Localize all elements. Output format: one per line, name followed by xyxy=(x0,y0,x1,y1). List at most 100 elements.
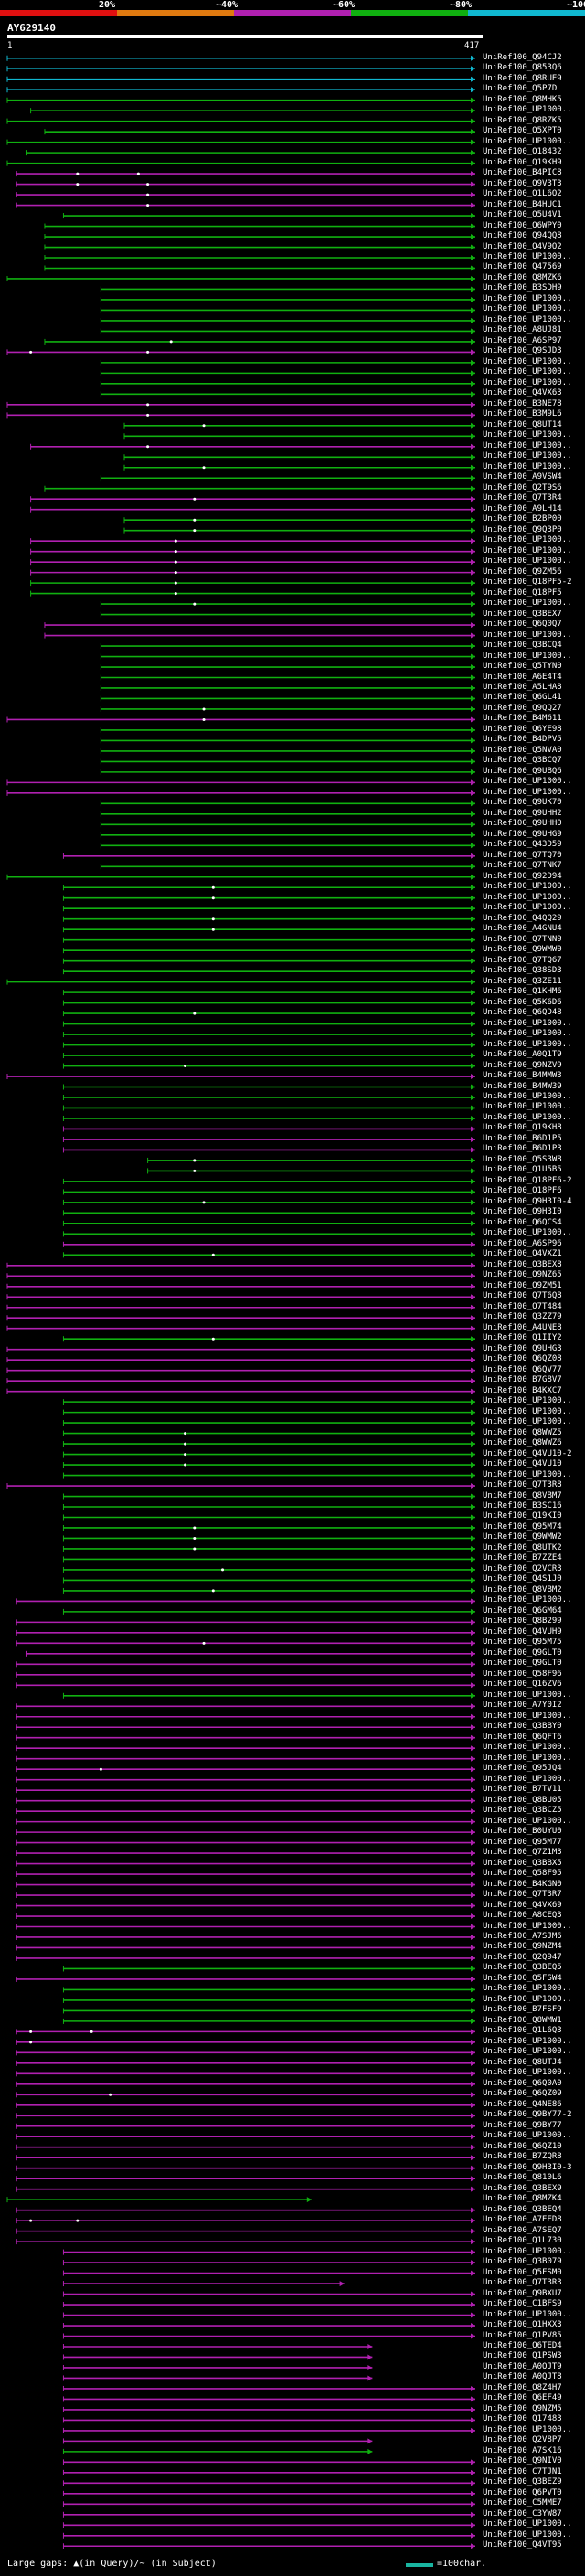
hit-label[interactable]: UniRef100_Q7T3R4 xyxy=(483,493,562,504)
hit-label[interactable]: UniRef100_Q5FSM0 xyxy=(483,2267,562,2277)
hit-label[interactable]: UniRef100_UP1000.. xyxy=(483,1396,572,1406)
hit-label[interactable]: UniRef100_Q9BY77 xyxy=(483,2120,562,2130)
hit-label[interactable]: UniRef100_B7FSF9 xyxy=(483,2005,562,2015)
hit-label[interactable]: UniRef100_Q3B079 xyxy=(483,2257,562,2267)
hit-label[interactable]: UniRef100_Q6EF49 xyxy=(483,2393,562,2403)
hit-label[interactable]: UniRef100_B4MW39 xyxy=(483,1081,562,1091)
hit-label[interactable]: UniRef100_Q4VU10-2 xyxy=(483,1448,572,1458)
hit-label[interactable]: UniRef100_A0QJT9 xyxy=(483,2361,562,2371)
hit-label[interactable]: UniRef100_Q4VX69 xyxy=(483,1900,562,1910)
hit-label[interactable]: UniRef100_Q2Q947 xyxy=(483,1952,562,1962)
hit-label[interactable]: UniRef100_Q7T3R8 xyxy=(483,1480,562,1490)
hit-label[interactable]: UniRef100_Q6WPY0 xyxy=(483,220,562,230)
hit-label[interactable]: UniRef100_Q9NZM4 xyxy=(483,1942,562,1952)
hit-label[interactable]: UniRef100_Q6QD48 xyxy=(483,1008,562,1018)
hit-label[interactable]: UniRef100_Q1U5B5 xyxy=(483,1165,562,1175)
hit-label[interactable]: UniRef100_Q18PF5 xyxy=(483,588,562,598)
hit-label[interactable]: UniRef100_A9LH14 xyxy=(483,504,562,514)
hit-label[interactable]: UniRef100_A6SP97 xyxy=(483,335,562,345)
hit-label[interactable]: UniRef100_Q7T484 xyxy=(483,1301,562,1311)
hit-label[interactable]: UniRef100_UP1000.. xyxy=(483,314,572,324)
hit-label[interactable]: UniRef100_Q8RZK5 xyxy=(483,115,562,125)
hit-label[interactable]: UniRef100_Q95M75 xyxy=(483,1638,562,1648)
hit-label[interactable]: UniRef100_Q9QQ27 xyxy=(483,703,562,713)
hit-label[interactable]: UniRef100_Q9GLT0 xyxy=(483,1648,562,1658)
hit-label[interactable]: UniRef100_Q18432 xyxy=(483,147,562,157)
hit-label[interactable]: UniRef100_Q1L6Q3 xyxy=(483,2026,562,2036)
hit-label[interactable]: UniRef100_UP1000.. xyxy=(483,546,572,556)
hit-label[interactable]: UniRef100_UP1000.. xyxy=(483,1816,572,1826)
hit-label[interactable]: UniRef100_Q8BU05 xyxy=(483,1795,562,1805)
hit-label[interactable]: UniRef100_UP1000.. xyxy=(483,1753,572,1763)
hit-label[interactable]: UniRef100_Q9H3I0-4 xyxy=(483,1196,572,1206)
hit-label[interactable]: UniRef100_C7TJN1 xyxy=(483,2466,562,2476)
hit-label[interactable]: UniRef100_B4HUC1 xyxy=(483,199,562,209)
hit-label[interactable]: UniRef100_B7ZZE4 xyxy=(483,1553,562,1564)
hit-label[interactable]: UniRef100_Q3BEX9 xyxy=(483,2183,562,2193)
hit-label[interactable]: UniRef100_Q7TNK7 xyxy=(483,861,562,871)
hit-label[interactable]: UniRef100_A7SK16 xyxy=(483,2445,562,2455)
hit-label[interactable]: UniRef100_Q8RUE9 xyxy=(483,73,562,83)
hit-label[interactable]: UniRef100_UP1000.. xyxy=(483,1774,572,1784)
hit-label[interactable]: UniRef100_Q7TNN9 xyxy=(483,934,562,944)
hit-label[interactable]: UniRef100_Q95M74 xyxy=(483,1521,562,1532)
hit-label[interactable]: UniRef100_UP1000.. xyxy=(483,2068,572,2078)
hit-label[interactable]: UniRef100_Q8Z4H7 xyxy=(483,2382,562,2392)
hit-label[interactable]: UniRef100_A7Y0I2 xyxy=(483,1701,562,1711)
hit-label[interactable]: UniRef100_Q8MZK6 xyxy=(483,272,562,282)
hit-label[interactable]: UniRef100_A4UNE8 xyxy=(483,1322,562,1332)
hit-label[interactable]: UniRef100_UP1000.. xyxy=(483,892,572,902)
hit-label[interactable]: UniRef100_B7TV11 xyxy=(483,1785,562,1795)
hit-label[interactable]: UniRef100_Q95M77 xyxy=(483,1837,562,1847)
hit-label[interactable]: UniRef100_Q3BCZ5 xyxy=(483,1806,562,1816)
hit-label[interactable]: UniRef100_Q9V3T3 xyxy=(483,178,562,188)
hit-label[interactable]: UniRef100_B7ZQR8 xyxy=(483,2152,562,2162)
hit-label[interactable]: UniRef100_Q6Q0Q7 xyxy=(483,620,562,630)
hit-label[interactable]: UniRef100_Q6QV77 xyxy=(483,1364,562,1374)
hit-label[interactable]: UniRef100_Q6QZ08 xyxy=(483,1354,562,1364)
hit-label[interactable]: UniRef100_A8CEQ3 xyxy=(483,1911,562,1920)
hit-label[interactable]: UniRef100_B3NE78 xyxy=(483,398,562,408)
hit-label[interactable]: UniRef100_Q3BEQ5 xyxy=(483,1963,562,1973)
hit-label[interactable]: UniRef100_B4DPV5 xyxy=(483,735,562,745)
hit-label[interactable]: UniRef100_Q18PF6-2 xyxy=(483,1175,572,1185)
hit-label[interactable]: UniRef100_Q6TED4 xyxy=(483,2340,562,2350)
hit-label[interactable]: UniRef100_UP1000.. xyxy=(483,2036,572,2046)
hit-label[interactable]: UniRef100_UP1000.. xyxy=(483,2047,572,2057)
hit-label[interactable]: UniRef100_Q3BEQ4 xyxy=(483,2204,562,2214)
hit-label[interactable]: UniRef100_A0QJT8 xyxy=(483,2372,562,2382)
hit-label[interactable]: UniRef100_UP1000.. xyxy=(483,903,572,913)
hit-label[interactable]: UniRef100_UP1000.. xyxy=(483,1984,572,1994)
hit-label[interactable]: UniRef100_UP1000.. xyxy=(483,430,572,440)
hit-label[interactable]: UniRef100_UP1000.. xyxy=(483,557,572,567)
hit-label[interactable]: UniRef100_Q9UK70 xyxy=(483,798,562,808)
hit-label[interactable]: UniRef100_Q9WMW0 xyxy=(483,945,562,955)
hit-label[interactable]: UniRef100_Q6QFT6 xyxy=(483,1732,562,1742)
hit-label[interactable]: UniRef100_UP1000.. xyxy=(483,2519,572,2529)
hit-label[interactable]: UniRef100_Q9UHH0 xyxy=(483,819,562,829)
hit-label[interactable]: UniRef100_UP1000.. xyxy=(483,293,572,303)
hit-label[interactable]: UniRef100_A7EED8 xyxy=(483,2215,562,2225)
hit-label[interactable]: UniRef100_Q9GLT0 xyxy=(483,1659,562,1669)
hit-label[interactable]: UniRef100_Q1L730 xyxy=(483,2236,562,2246)
hit-label[interactable]: UniRef100_Q3BEZ9 xyxy=(483,2477,562,2487)
hit-label[interactable]: UniRef100_UP1000.. xyxy=(483,1406,572,1416)
hit-label[interactable]: UniRef100_Q6QZ09 xyxy=(483,2089,562,2099)
hit-label[interactable]: UniRef100_UP1000.. xyxy=(483,1595,572,1606)
hit-label[interactable]: UniRef100_Q3BCQ4 xyxy=(483,641,562,651)
hit-label[interactable]: UniRef100_Q94QQ8 xyxy=(483,231,562,241)
hit-label[interactable]: UniRef100_Q9ZM51 xyxy=(483,1280,562,1290)
hit-label[interactable]: UniRef100_Q8MZK4 xyxy=(483,2194,562,2204)
hit-label[interactable]: UniRef100_UP1000.. xyxy=(483,2424,572,2434)
hit-label[interactable]: UniRef100_UP1000.. xyxy=(483,777,572,787)
hit-label[interactable]: UniRef100_B2BP00 xyxy=(483,514,562,525)
hit-label[interactable]: UniRef100_Q1IIY2 xyxy=(483,1333,562,1343)
hit-label[interactable]: UniRef100_Q1L6Q2 xyxy=(483,189,562,199)
hit-label[interactable]: UniRef100_Q9UBQ6 xyxy=(483,766,562,776)
hit-label[interactable]: UniRef100_C5MME7 xyxy=(483,2498,562,2508)
hit-label[interactable]: UniRef100_Q9UHH2 xyxy=(483,808,562,818)
hit-label[interactable]: UniRef100_A0Q1T9 xyxy=(483,1050,562,1060)
hit-label[interactable]: UniRef100_Q3BBX5 xyxy=(483,1858,562,1868)
hit-label[interactable]: UniRef100_A5LHA8 xyxy=(483,682,562,692)
hit-label[interactable]: UniRef100_UP1000.. xyxy=(483,1417,572,1427)
